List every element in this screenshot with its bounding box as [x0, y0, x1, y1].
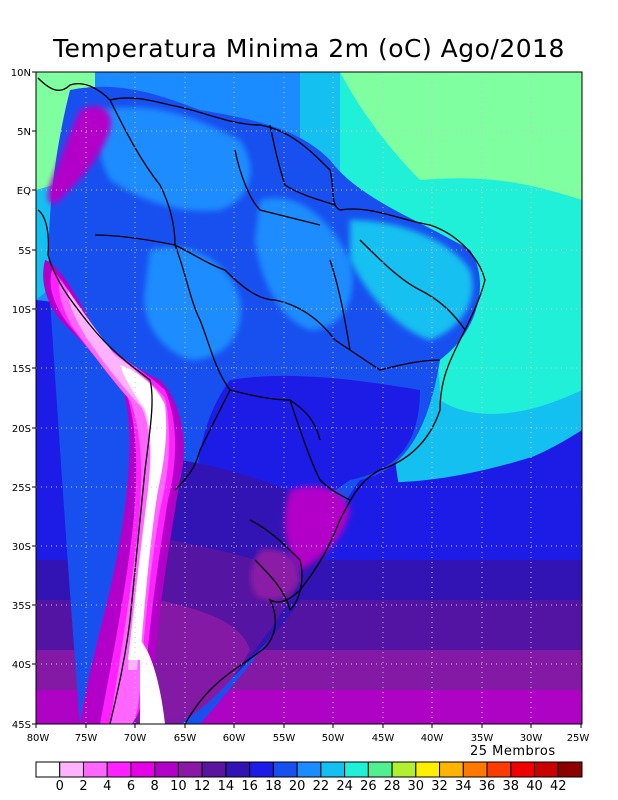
lon-label: 40W	[421, 733, 444, 744]
legend-swatch	[106, 761, 132, 778]
lat-label: 20S	[12, 424, 31, 435]
members-label: 25 Membros	[470, 744, 556, 759]
legend-swatch	[154, 761, 179, 778]
legend-swatch	[439, 761, 464, 778]
legend-swatch	[534, 761, 559, 778]
legend-swatch	[59, 761, 84, 778]
lat-label: 35S	[12, 601, 31, 612]
map-frame	[35, 71, 583, 725]
legend-label: 10	[170, 779, 187, 794]
legend-label: 40	[526, 779, 543, 794]
lon-label: 45W	[372, 733, 395, 744]
lat-label: 10N	[11, 68, 31, 79]
legend-label: 36	[478, 779, 496, 794]
legend-label: 2	[79, 779, 88, 794]
lat-label: 10S	[12, 305, 31, 316]
lat-label: 40S	[12, 660, 31, 671]
legend-label: 14	[217, 779, 235, 794]
lat-label: 25S	[12, 483, 31, 494]
legend-label: 22	[312, 779, 330, 794]
legend-swatch	[225, 761, 251, 778]
lon-label: 70W	[124, 733, 147, 744]
legend-swatch	[367, 761, 393, 778]
legend-swatch	[272, 761, 298, 778]
legend-label: 6	[126, 779, 136, 794]
legend-swatch	[249, 761, 274, 778]
lon-label: 55W	[273, 733, 296, 744]
legend-label: 18	[265, 779, 282, 794]
lon-label: 25W	[567, 733, 590, 744]
legend-swatch	[35, 761, 61, 778]
legend-swatch	[320, 761, 346, 778]
legend-label: 34	[455, 779, 472, 794]
lat-label: 5N	[17, 127, 31, 138]
legend-label: 32	[431, 779, 448, 794]
legend-label: 20	[288, 779, 306, 794]
lon-label: 60W	[223, 733, 246, 744]
map-gridlines	[36, 72, 582, 724]
axis-ticks	[32, 71, 582, 728]
legend-label: 12	[193, 779, 211, 794]
legend-swatch	[510, 761, 536, 778]
legend-swatch	[130, 761, 156, 778]
lon-label: 30W	[520, 733, 543, 744]
legend-swatch	[486, 761, 512, 778]
lon-label: 75W	[75, 733, 98, 744]
legend-swatch	[344, 761, 369, 778]
legend-swatch	[82, 761, 108, 778]
legend-label: 0	[55, 779, 64, 794]
lon-label: 80W	[27, 733, 50, 744]
legend-swatch	[391, 761, 417, 778]
color-legend-bar	[35, 761, 583, 778]
legend-swatch	[557, 761, 583, 778]
legend-swatch	[415, 761, 441, 778]
legend-label: 38	[502, 779, 520, 794]
latitude-labels: 10N 5N EQ 5S 10S 15S 20S 25S 30S 35S 40S…	[11, 68, 31, 731]
map-title: Temperatura Minima 2m (oC) Ago/2018	[53, 34, 565, 63]
lat-label: 5S	[18, 246, 31, 257]
legend-label: 8	[150, 779, 159, 794]
legend-label: 42	[549, 779, 567, 794]
legend-label: 24	[336, 779, 353, 794]
legend-swatch	[177, 761, 203, 778]
legend-label: 26	[360, 779, 377, 794]
lon-label: 35W	[471, 733, 494, 744]
legend-swatch	[462, 761, 488, 778]
legend-swatch	[201, 761, 227, 778]
legend-label: 28	[383, 779, 401, 794]
country-borders	[37, 77, 486, 724]
temperature-field	[36, 72, 582, 724]
legend-label: 30	[407, 779, 425, 794]
lat-label: 45S	[12, 720, 31, 731]
legend-label: 16	[241, 779, 258, 794]
lon-label: 50W	[322, 733, 345, 744]
legend-swatch	[296, 761, 322, 778]
legend-label: 4	[103, 779, 112, 794]
longitude-labels: 80W 75W 70W 65W 60W 55W 50W 45W 40W 35W …	[27, 733, 590, 744]
lat-label: 15S	[12, 364, 31, 375]
lat-label: 30S	[12, 542, 31, 553]
lon-label: 65W	[174, 733, 197, 744]
lat-label: EQ	[17, 186, 31, 197]
